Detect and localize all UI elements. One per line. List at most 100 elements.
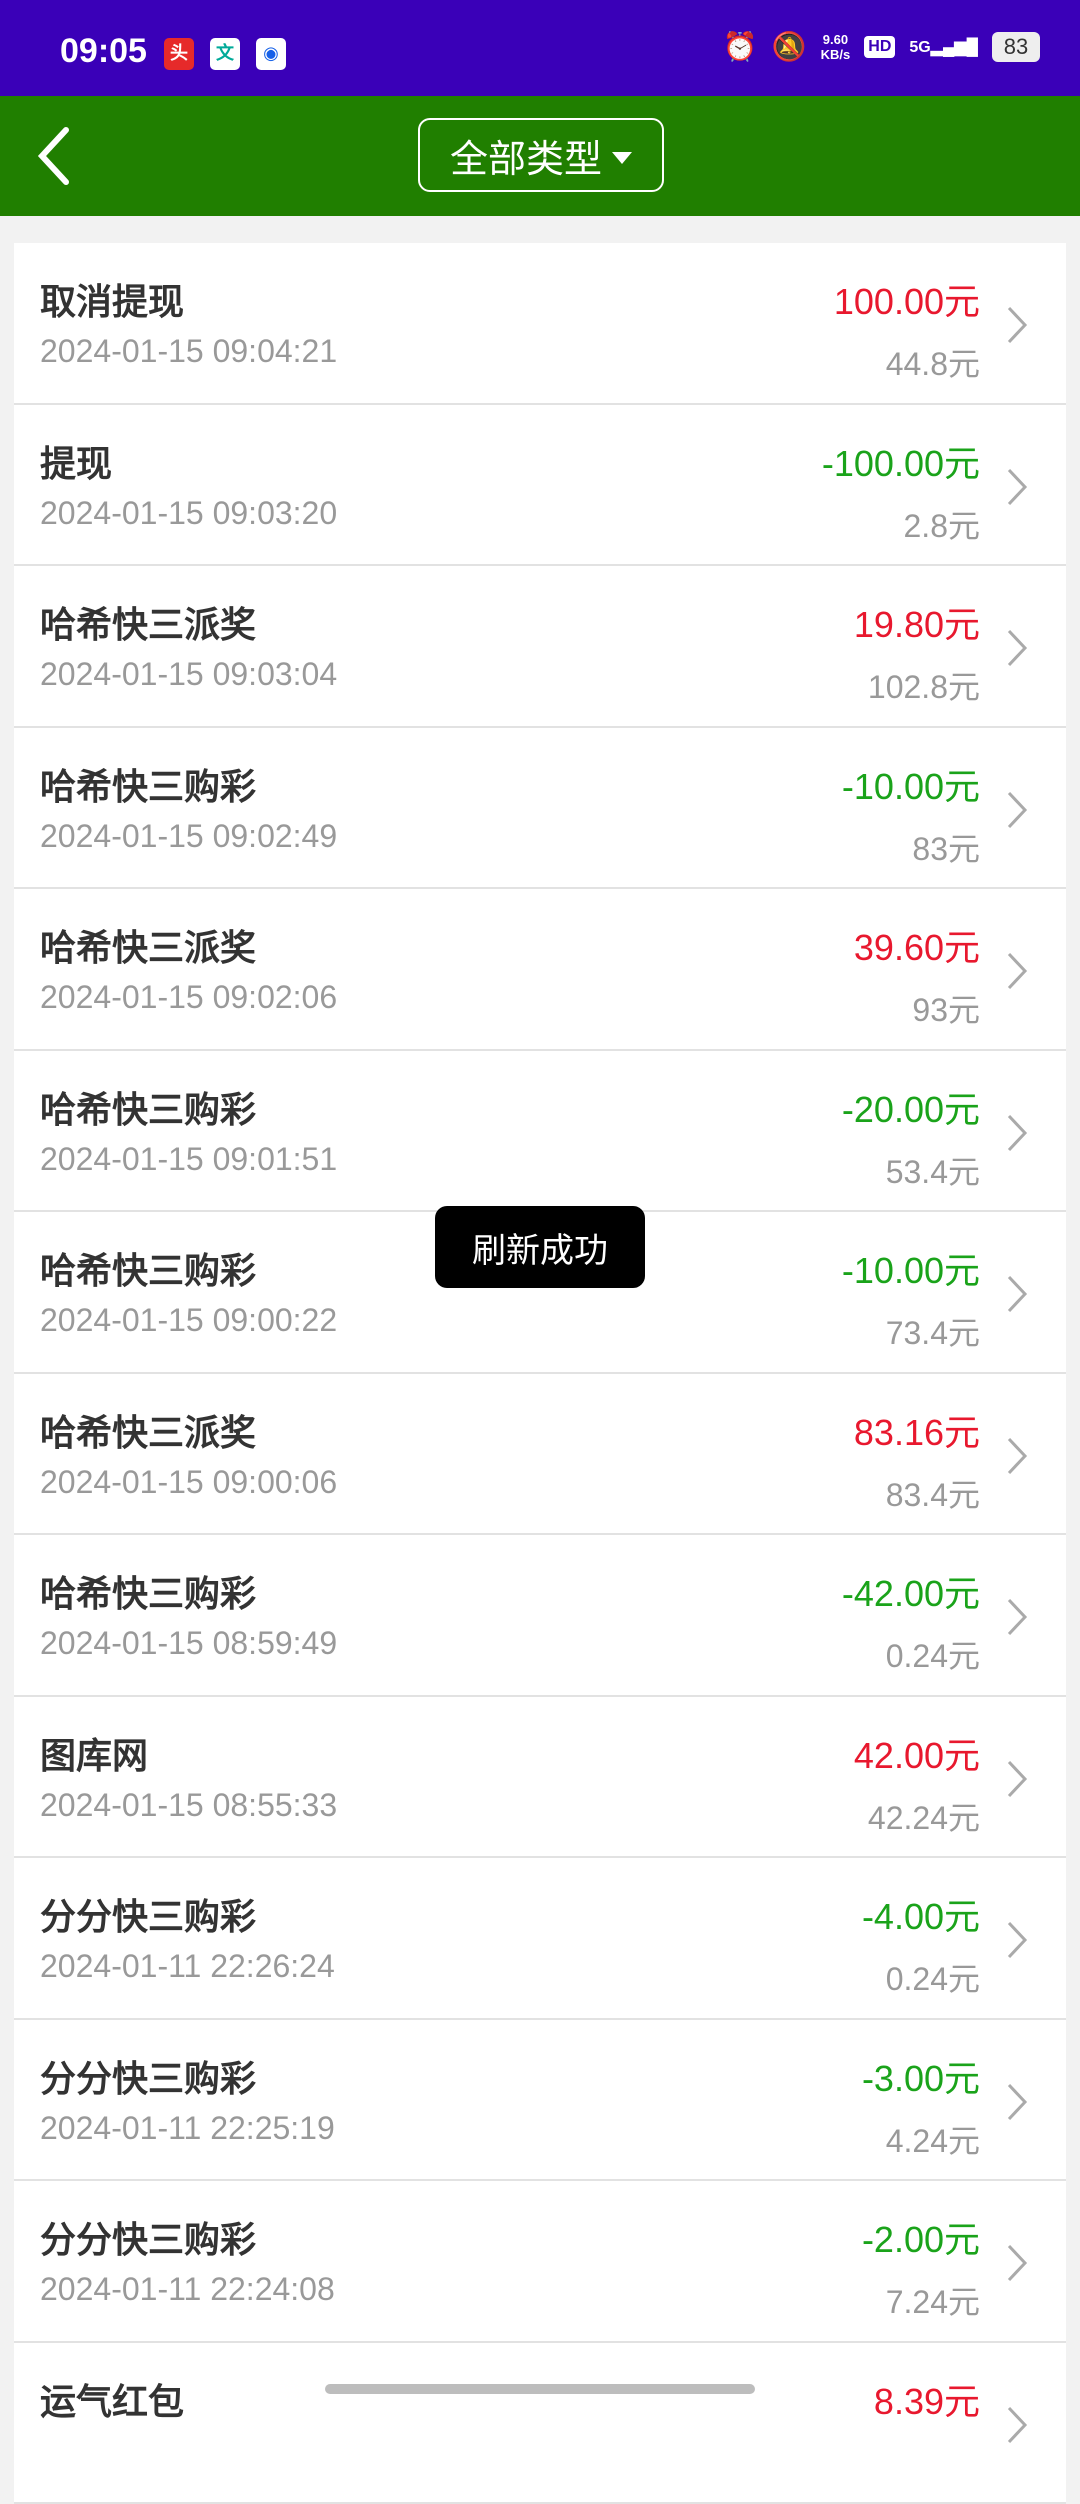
transaction-row[interactable]: 哈希快三购彩 2024-01-15 09:01:51 -20.00元 53.4元 — [14, 1051, 1066, 1213]
hd-icon: HD — [864, 36, 895, 58]
transaction-row[interactable]: 图库网 2024-01-15 08:55:33 42.00元 42.24元 — [14, 1697, 1066, 1859]
toast: 刷新成功 — [435, 1206, 645, 1288]
transaction-date: 2024-01-15 09:03:04 — [40, 656, 337, 693]
transaction-amount: 19.80元 — [854, 596, 980, 648]
transaction-title: 哈希快三购彩 — [40, 758, 256, 810]
transaction-amount: -100.00元 — [822, 435, 980, 487]
chevron-right-icon — [1006, 1920, 1028, 1960]
transaction-date: 2024-01-15 09:00:06 — [40, 1464, 337, 1501]
status-time: 09:05 — [60, 32, 147, 71]
transaction-balance: 4.24元 — [886, 2116, 980, 2162]
alarm-icon: ⏰ — [723, 30, 758, 63]
transaction-date: 2024-01-15 09:00:22 — [40, 1302, 337, 1339]
caret-down-icon — [612, 152, 632, 164]
home-indicator[interactable] — [325, 2384, 755, 2394]
transaction-amount: -42.00元 — [842, 1565, 980, 1617]
chevron-right-icon — [1006, 790, 1028, 830]
transaction-balance: 0.24元 — [886, 1954, 980, 2000]
chevron-right-icon — [1006, 1436, 1028, 1476]
transaction-date: 2024-01-15 08:59:49 — [40, 1625, 337, 1662]
transaction-title: 哈希快三派奖 — [40, 919, 256, 971]
transaction-date: 2024-01-15 08:55:33 — [40, 1787, 337, 1824]
transaction-amount: 42.00元 — [854, 1727, 980, 1779]
transaction-list: 取消提现 2024-01-15 09:04:21 100.00元 44.8元 提… — [14, 243, 1066, 2504]
transaction-balance: 102.8元 — [868, 662, 980, 708]
mute-icon: 🔕 — [772, 30, 807, 63]
transaction-amount: 83.16元 — [854, 1404, 980, 1456]
transaction-title: 分分快三购彩 — [40, 2211, 256, 2263]
transaction-row[interactable]: 哈希快三购彩 2024-01-15 08:59:49 -42.00元 0.24元 — [14, 1535, 1066, 1697]
status-bar: 09:05 头 文 ◉ ⏰ 🔕 9.60 KB/s HD 5G▂▄▆█ 83 — [0, 0, 1080, 96]
filter-label: 全部类型 — [450, 128, 602, 183]
transaction-title: 哈希快三派奖 — [40, 596, 256, 648]
transaction-amount: 39.60元 — [854, 919, 980, 971]
chevron-right-icon — [1006, 2243, 1028, 2283]
transaction-title: 哈希快三购彩 — [40, 1081, 256, 1133]
chevron-right-icon — [1006, 2405, 1028, 2445]
transaction-balance: 83元 — [912, 824, 980, 870]
chevron-right-icon — [1006, 951, 1028, 991]
transaction-balance: 7.24元 — [886, 2277, 980, 2323]
type-filter-dropdown[interactable]: 全部类型 — [418, 118, 664, 192]
transaction-date: 2024-01-15 09:01:51 — [40, 1141, 337, 1178]
transaction-row[interactable]: 哈希快三派奖 2024-01-15 09:00:06 83.16元 83.4元 — [14, 1374, 1066, 1536]
transaction-title: 提现 — [40, 435, 112, 487]
transaction-row[interactable]: 取消提现 2024-01-15 09:04:21 100.00元 44.8元 — [14, 243, 1066, 405]
transaction-balance: 93元 — [912, 985, 980, 1031]
chevron-right-icon — [1006, 2082, 1028, 2122]
transaction-date: 2024-01-15 09:02:49 — [40, 818, 337, 855]
transaction-amount: -20.00元 — [842, 1081, 980, 1133]
toutiao-icon: 头 — [164, 38, 194, 70]
transaction-balance: 42.24元 — [868, 1793, 980, 1839]
transaction-date: 2024-01-11 22:24:08 — [40, 2271, 335, 2308]
transaction-row[interactable]: 分分快三购彩 2024-01-11 22:25:19 -3.00元 4.24元 — [14, 2020, 1066, 2182]
transaction-date: 2024-01-11 22:26:24 — [40, 1948, 335, 1985]
net-speed: 9.60 — [821, 32, 851, 47]
transaction-row[interactable]: 提现 2024-01-15 09:03:20 -100.00元 2.8元 — [14, 405, 1066, 567]
transaction-title: 取消提现 — [40, 273, 184, 325]
transaction-date: 2024-01-15 09:03:20 — [40, 495, 337, 532]
transaction-balance: 53.4元 — [886, 1147, 980, 1193]
transaction-title: 哈希快三购彩 — [40, 1565, 256, 1617]
transaction-title: 哈希快三派奖 — [40, 1404, 256, 1456]
chevron-right-icon — [1006, 628, 1028, 668]
chevron-right-icon — [1006, 305, 1028, 345]
net-unit: KB/s — [821, 47, 851, 62]
back-button[interactable] — [30, 124, 80, 188]
transaction-balance: 44.8元 — [886, 339, 980, 385]
transaction-row[interactable]: 哈希快三派奖 2024-01-15 09:03:04 19.80元 102.8元 — [14, 566, 1066, 728]
transaction-date: 2024-01-11 22:25:19 — [40, 2110, 335, 2147]
chevron-right-icon — [1006, 1274, 1028, 1314]
battery-icon: 83 — [992, 32, 1040, 62]
transaction-amount: 8.39元 — [874, 2373, 980, 2425]
browser-icon: ◉ — [256, 38, 286, 70]
chevron-right-icon — [1006, 1597, 1028, 1637]
transaction-balance: 2.8元 — [904, 501, 981, 547]
transaction-title: 图库网 — [40, 1727, 148, 1779]
transaction-balance: 0.24元 — [886, 1631, 980, 1677]
transaction-date: 2024-01-15 09:04:21 — [40, 333, 337, 370]
transaction-amount: -4.00元 — [862, 1888, 980, 1940]
transaction-amount: -10.00元 — [842, 1242, 980, 1294]
transaction-amount: 100.00元 — [834, 273, 980, 325]
transaction-title: 分分快三购彩 — [40, 1888, 256, 1940]
chevron-right-icon — [1006, 1113, 1028, 1153]
wen-icon: 文 — [210, 38, 240, 70]
transaction-date: 2024-01-15 09:02:06 — [40, 979, 337, 1016]
signal-icon: 5G▂▄▆█ — [909, 37, 978, 57]
transaction-row[interactable]: 分分快三购彩 2024-01-11 22:24:08 -2.00元 7.24元 — [14, 2181, 1066, 2343]
chevron-left-icon — [30, 124, 80, 188]
app-header: 全部类型 — [0, 96, 1080, 216]
transaction-balance: 73.4元 — [886, 1308, 980, 1354]
transaction-amount: -2.00元 — [862, 2211, 980, 2263]
transaction-balance: 83.4元 — [886, 1470, 980, 1516]
transaction-title: 哈希快三购彩 — [40, 1242, 256, 1294]
transaction-row[interactable]: 运气红包 8.39元 — [14, 2343, 1066, 2504]
transaction-row[interactable]: 哈希快三购彩 2024-01-15 09:02:49 -10.00元 83元 — [14, 728, 1066, 890]
transaction-row[interactable]: 哈希快三派奖 2024-01-15 09:02:06 39.60元 93元 — [14, 889, 1066, 1051]
chevron-right-icon — [1006, 1759, 1028, 1799]
transaction-title: 分分快三购彩 — [40, 2050, 256, 2102]
chevron-right-icon — [1006, 467, 1028, 507]
transaction-amount: -3.00元 — [862, 2050, 980, 2102]
transaction-row[interactable]: 分分快三购彩 2024-01-11 22:26:24 -4.00元 0.24元 — [14, 1858, 1066, 2020]
